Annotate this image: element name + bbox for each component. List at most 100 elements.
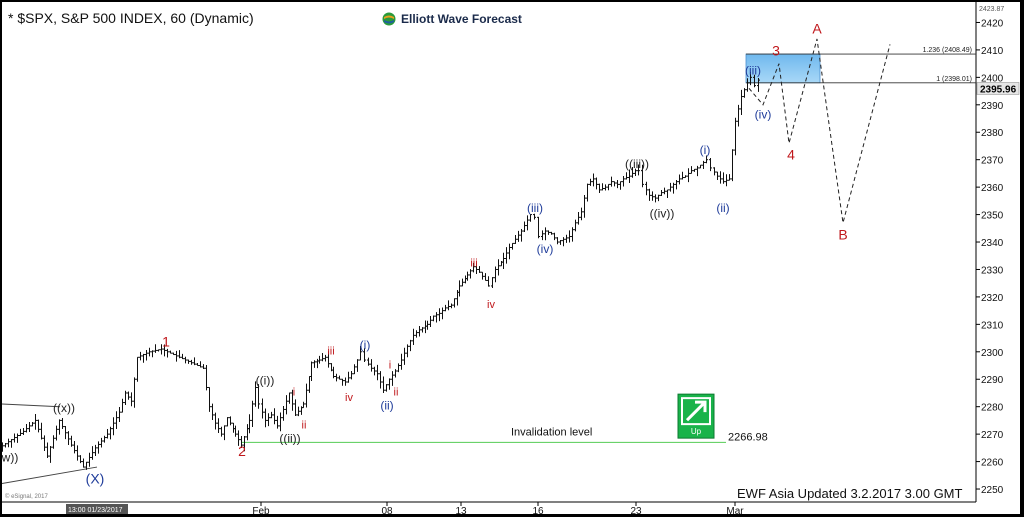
ohlc-bar [481,271,484,280]
price-tick-label: 2250 [981,485,1004,496]
price-tick-label: 2300 [981,348,1004,359]
ohlc-bar [403,347,406,365]
wave-label: (ii) [716,201,729,215]
ohlc-bar [458,280,461,297]
wave-label: i [293,387,295,399]
ohlc-bar [494,266,497,283]
ohlc-bar [716,171,719,181]
time-tick-label: 08 [381,506,393,514]
ohlc-bar [10,439,13,448]
ohlc-bar [731,149,734,182]
ohlc-bar [223,425,226,441]
ohlc-bar [64,426,67,440]
wave-label: iv [345,392,353,404]
ohlc-bar [19,428,22,437]
ohlc-bar [722,172,725,184]
ohlc-bar [267,413,270,427]
ohlc-bar [55,425,58,441]
ohlc-bar [246,424,249,441]
ohlc-bar [118,407,121,423]
ohlc-bar [651,191,654,201]
ohlc-bar [684,175,687,179]
ohlc-bar [324,354,327,362]
ohlc-bar [67,431,70,446]
ohlc-bar [589,178,592,186]
ohlc-bar [574,219,577,232]
ohlc-bar [487,276,490,287]
ohlc-bar [367,357,370,366]
cursor-date-box [66,504,128,514]
ohlc-bar [382,376,385,394]
ohlc-bar [115,411,118,430]
wave-label: (i) [700,143,711,157]
ohlc-bar [16,433,19,443]
ohlc-bar [70,435,73,447]
ohlc-bar [757,77,760,92]
ohlc-bar [475,262,478,275]
ohlc-bar [553,232,556,241]
ohlc-bar [709,157,712,172]
ohlc-bar [592,173,595,187]
price-axis-top-label: 2423.87 [979,6,1004,13]
ohlc-bar [297,406,300,417]
ohlc-bar [370,359,373,372]
ohlc-bar [106,429,109,439]
price-tick-label: 2320 [981,293,1004,304]
ohlc-bar [163,344,166,357]
ohlc-bar [130,392,133,407]
fib-label-low: 1 (2398.01) [936,76,972,83]
ohlc-bar [172,352,175,356]
ohlc-bar [601,183,604,191]
ewf-globe-icon [382,12,396,26]
ohlc-bar [690,166,693,174]
ohlc-bar [79,455,82,464]
ohlc-bar [350,370,353,380]
ohlc-bar [261,398,264,419]
ohlc-bar [316,358,319,369]
ohlc-bar [526,215,529,231]
ohlc-bar [91,446,94,460]
ohlc-bar [270,411,273,419]
wave-label: ((iii)) [625,157,649,171]
wave-label: B [838,226,847,242]
wave-label: ((w)) [2,451,18,465]
ohlc-bar [327,351,330,368]
ohlc-bar [418,326,421,337]
ohlc-bar [424,320,427,334]
ohlc-bar [681,171,684,180]
ohlc-bar [136,356,139,382]
ohlc-bar [154,344,157,353]
ohlc-bar [520,228,523,242]
ohlc-bar [31,421,34,427]
wave-label: (i) [360,338,371,352]
ohlc-bar [76,445,79,461]
ohlc-bar [660,190,663,196]
last-price-label: 2395.96 [980,84,1017,95]
ohlc-bar [344,377,347,386]
ohlc-bar [254,381,257,407]
ohlc-bar [184,356,187,364]
ohlc-bar [466,271,469,281]
ohlc-bar [604,184,607,191]
price-tick-label: 2290 [981,375,1004,386]
ohlc-bar [240,435,243,449]
ohlc-bar [728,174,731,181]
ohlc-bar [637,164,640,176]
ohlc-bar [631,167,634,178]
ohlc-bar [82,458,85,468]
ohlc-bar [294,399,297,416]
ohlc-bar [139,351,142,361]
ohlc-bar [226,417,229,427]
ohlc-bar [568,230,571,243]
ohlc-bar [412,328,415,346]
ohlc-bar [663,187,666,195]
ohlc-bar [505,247,508,264]
ohlc-bar [220,426,223,437]
ohlc-bar [544,227,547,241]
last-price-box [976,82,1020,95]
ohlc-bar [2,442,4,452]
ohlc-bar [190,359,193,365]
ohlc-bar [88,452,91,467]
ohlc-bar [556,237,559,245]
